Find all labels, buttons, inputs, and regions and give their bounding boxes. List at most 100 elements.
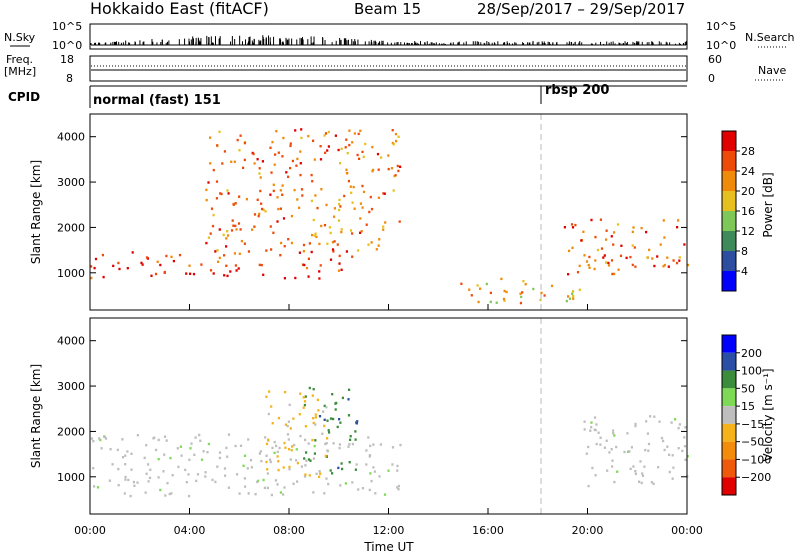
heatmap-cell xyxy=(124,463,127,466)
heatmap-cell xyxy=(629,467,632,471)
heatmap-cell xyxy=(309,459,312,462)
heatmap-cell xyxy=(221,162,224,165)
heatmap-cell xyxy=(217,260,220,263)
heatmap-cell xyxy=(130,452,133,455)
heatmap-cell xyxy=(590,421,593,424)
heatmap-cell xyxy=(391,129,394,132)
heatmap-cell xyxy=(327,145,330,148)
heatmap-cell xyxy=(634,424,637,428)
heatmap-cell xyxy=(189,447,192,450)
heatmap-cell xyxy=(265,442,269,446)
heatmap-cell xyxy=(177,465,180,469)
heatmap-cell xyxy=(266,486,269,490)
heatmap-cell xyxy=(339,205,342,208)
heatmap-cell xyxy=(226,274,229,278)
heatmap-cell xyxy=(580,239,583,242)
heatmap-cell xyxy=(338,262,341,265)
colorbar-tick-label: 8 xyxy=(741,245,748,258)
heatmap-cell xyxy=(101,253,104,257)
heatmap-cell xyxy=(155,448,158,452)
heatmap-cell xyxy=(619,254,623,257)
heatmap-cell xyxy=(337,148,340,152)
heatmap-cell xyxy=(397,488,400,491)
heatmap-cell xyxy=(357,249,360,252)
heatmap-cell xyxy=(280,241,283,245)
heatmap-cell xyxy=(653,415,656,418)
heatmap-cell xyxy=(323,492,326,495)
heatmap-cell xyxy=(225,245,228,248)
heatmap-cell xyxy=(220,192,223,196)
heatmap-cell xyxy=(500,277,503,281)
heatmap-cell xyxy=(243,454,247,457)
heatmap-cell xyxy=(332,442,335,445)
heatmap-cell xyxy=(145,472,148,475)
heatmap-cell xyxy=(339,484,342,487)
heatmap-cell xyxy=(169,456,172,460)
freq-tick-top: 18 xyxy=(60,53,74,66)
heatmap-cell xyxy=(144,491,147,494)
heatmap-cell xyxy=(275,130,278,133)
heatmap-cell xyxy=(207,236,210,239)
heatmap-cell xyxy=(670,421,673,424)
colorbar-swatch xyxy=(722,441,736,460)
heatmap-cell xyxy=(340,462,343,465)
heatmap-cell xyxy=(296,157,299,161)
heatmap-cell xyxy=(387,154,390,157)
heatmap-cell xyxy=(324,442,327,446)
heatmap-cell xyxy=(104,437,108,440)
heatmap-cell xyxy=(274,153,277,156)
heatmap-cell xyxy=(270,248,273,251)
heatmap-cell xyxy=(373,470,376,473)
heatmap-cell xyxy=(602,256,605,259)
heatmap-cell xyxy=(628,450,631,453)
heatmap-cell xyxy=(164,494,167,497)
heatmap-cell xyxy=(346,151,349,155)
heatmap-cell xyxy=(90,276,93,280)
heatmap-cell xyxy=(266,472,269,475)
heatmap-cell xyxy=(270,493,273,497)
colorbar-swatch xyxy=(722,335,736,353)
heatmap-cell xyxy=(226,230,229,233)
nave-label: Nave xyxy=(758,64,786,77)
heatmap-cell xyxy=(198,433,201,437)
velocity-panel-frame xyxy=(89,317,688,515)
heatmap-cell xyxy=(292,417,295,420)
heatmap-cell xyxy=(368,454,372,457)
heatmap-cell xyxy=(477,300,480,304)
power-colorbar-label: Power [dB] xyxy=(761,172,775,237)
heatmap-cell xyxy=(245,198,248,201)
heatmap-cell xyxy=(340,228,343,231)
heatmap-cell xyxy=(307,275,310,278)
heatmap-cell xyxy=(594,235,597,239)
heatmap-cell xyxy=(285,171,288,174)
heatmap-cell xyxy=(678,259,681,262)
heatmap-cell xyxy=(368,488,371,492)
heatmap-cell xyxy=(299,392,302,395)
heatmap-cell xyxy=(596,248,600,252)
heatmap-cell xyxy=(338,418,341,421)
heatmap-cell xyxy=(344,146,347,149)
nsearch-label: N.Search xyxy=(745,31,795,44)
heatmap-cell xyxy=(365,463,368,466)
heatmap-cell xyxy=(343,194,346,198)
heatmap-cell xyxy=(93,485,96,488)
heatmap-cell xyxy=(319,145,322,148)
heatmap-cell xyxy=(617,268,620,271)
heatmap-cell xyxy=(310,250,313,254)
heatmap-cell xyxy=(640,481,643,485)
heatmap-cell xyxy=(230,229,234,232)
heatmap-cell xyxy=(108,479,111,482)
heatmap-cell xyxy=(387,167,390,171)
heatmap-cell xyxy=(189,272,192,275)
heatmap-cell xyxy=(631,244,634,247)
heatmap-cell xyxy=(209,162,212,165)
heatmap-cell xyxy=(319,472,322,475)
heatmap-cell xyxy=(124,475,127,479)
heatmap-cell xyxy=(227,433,231,436)
heatmap-cell xyxy=(328,431,331,434)
heatmap-cell xyxy=(143,456,146,460)
cpid-label: CPID xyxy=(8,90,40,104)
heatmap-cell xyxy=(226,189,229,192)
heatmap-cell xyxy=(326,449,329,452)
heatmap-cell xyxy=(610,235,613,238)
